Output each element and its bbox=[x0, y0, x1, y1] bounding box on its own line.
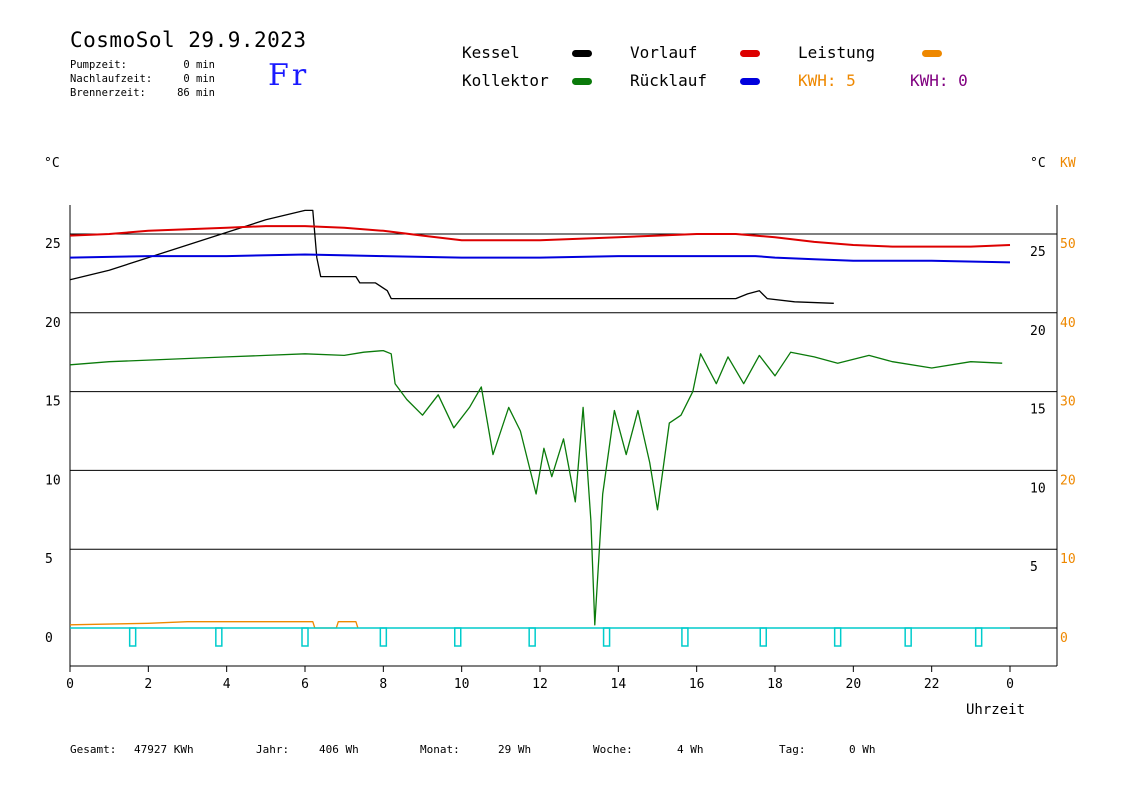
y-tick-label-left: 25 bbox=[45, 237, 61, 252]
footer-woche-label: Woche: bbox=[593, 743, 633, 756]
legend-ruecklauf-label: Rücklauf bbox=[630, 71, 708, 90]
stat-pumpzeit: Pumpzeit: 0 min bbox=[70, 58, 215, 72]
stat-brennerzeit: Brennerzeit: 86 min bbox=[70, 86, 215, 100]
legend-ruecklauf-swatch bbox=[740, 78, 760, 85]
x-tick-label: 0 bbox=[66, 677, 74, 692]
series-line-vorlauf bbox=[69, 225, 1011, 248]
pump-mark bbox=[215, 627, 223, 647]
y-tick-label-right-kw: 20 bbox=[1060, 473, 1076, 488]
pump-mark bbox=[833, 627, 842, 647]
footer-tag-label: Tag: bbox=[779, 743, 806, 756]
x-axis-label: Uhrzeit bbox=[966, 702, 1026, 718]
stat-label: Pumpzeit: bbox=[70, 59, 127, 71]
pump-mark bbox=[602, 627, 611, 647]
x-tick-label: 14 bbox=[611, 677, 627, 692]
legend-kwh-other: KWH: 0 bbox=[910, 71, 968, 90]
legend-kessel-label: Kessel bbox=[462, 43, 520, 62]
x-tick-label: 10 bbox=[454, 677, 470, 692]
y-tick-label-right-kw: 0 bbox=[1060, 631, 1068, 646]
y-tick-label-left: 20 bbox=[45, 316, 61, 331]
footer-woche-value: 4 Wh bbox=[677, 743, 704, 756]
stat-value: 0 min bbox=[183, 73, 215, 85]
legend-kwh-solar: KWH: 5 bbox=[798, 71, 856, 90]
legend-vorlauf-label: Vorlauf bbox=[630, 43, 698, 62]
stat-label: Nachlaufzeit: bbox=[70, 73, 153, 85]
pump-mark bbox=[528, 627, 536, 647]
y-tick-label-right-kw: 50 bbox=[1060, 237, 1076, 252]
runtime-stats: Pumpzeit: 0 min Nachlaufzeit: 0 min Bren… bbox=[70, 58, 215, 100]
legend-leistung-swatch bbox=[922, 50, 942, 57]
x-tick-label: 4 bbox=[223, 677, 231, 692]
footer-monat-label: Monat: bbox=[420, 743, 460, 756]
pump-mark bbox=[974, 627, 983, 647]
footer-tag-value: 0 Wh bbox=[849, 743, 876, 756]
legend-leistung-label: Leistung bbox=[798, 43, 876, 62]
x-tick-label: 22 bbox=[924, 677, 940, 692]
x-tick-label: 20 bbox=[846, 677, 862, 692]
y-tick-label-right-celsius: 5 bbox=[1030, 560, 1038, 575]
series-line-kollektor bbox=[69, 349, 1003, 626]
footer-gesamt-value: 47927 KWh bbox=[134, 743, 194, 756]
x-tick-label: 0 bbox=[1006, 677, 1014, 692]
series-line-ruecklauf bbox=[69, 253, 1011, 264]
footer-jahr-label: Jahr: bbox=[256, 743, 290, 756]
y-tick-label-left: 10 bbox=[45, 473, 61, 488]
weekday-label: Fr bbox=[268, 58, 310, 93]
x-tick-label: 2 bbox=[144, 677, 152, 692]
legend-vorlauf-swatch bbox=[740, 50, 760, 57]
footer-gesamt-label: Gesamt: bbox=[70, 743, 117, 756]
stat-value: 0 min bbox=[183, 59, 215, 71]
pump-mark bbox=[904, 627, 912, 647]
y-tick-label-right-kw: 40 bbox=[1060, 316, 1076, 331]
right-axis-unit-celsius: °C bbox=[1030, 156, 1046, 171]
stat-nachlaufzeit: Nachlaufzeit: 0 min bbox=[70, 72, 215, 86]
pump-mark bbox=[379, 627, 388, 647]
stat-label: Brennerzeit: bbox=[70, 87, 146, 99]
x-tick-label: 8 bbox=[379, 677, 387, 692]
series-line-leistung bbox=[69, 621, 359, 629]
page-title: CosmoSol 29.9.2023 bbox=[70, 28, 307, 52]
right-axis-unit-kw: KW bbox=[1060, 156, 1076, 171]
pump-mark bbox=[759, 627, 767, 647]
legend-kollektor-swatch bbox=[572, 78, 592, 85]
legend-kollektor-label: Kollektor bbox=[462, 71, 549, 90]
y-tick-label-right-kw: 30 bbox=[1060, 395, 1076, 410]
x-tick-label: 12 bbox=[532, 677, 548, 692]
left-axis-unit: °C bbox=[44, 156, 60, 171]
y-tick-label-right-celsius: 15 bbox=[1030, 403, 1046, 418]
series-line-kessel bbox=[69, 209, 834, 304]
y-tick-label-right-celsius: 25 bbox=[1030, 245, 1046, 260]
pump-mark bbox=[454, 627, 462, 647]
legend-kessel-swatch bbox=[572, 50, 592, 57]
x-tick-label: 18 bbox=[767, 677, 783, 692]
y-tick-label-left: 5 bbox=[45, 552, 53, 567]
stat-value: 86 min bbox=[177, 87, 215, 99]
y-tick-label-right-celsius: 10 bbox=[1030, 481, 1046, 496]
y-tick-label-left: 15 bbox=[45, 395, 61, 410]
pump-mark bbox=[128, 627, 137, 647]
pump-mark bbox=[301, 627, 309, 647]
y-tick-label-right-celsius: 20 bbox=[1030, 324, 1046, 339]
x-tick-label: 16 bbox=[689, 677, 705, 692]
y-tick-label-right-kw: 10 bbox=[1060, 552, 1076, 567]
footer-jahr-value: 406 Wh bbox=[319, 743, 359, 756]
footer-monat-value: 29 Wh bbox=[498, 743, 532, 756]
y-tick-label-left: 0 bbox=[45, 631, 53, 646]
x-tick-label: 6 bbox=[301, 677, 309, 692]
pump-mark bbox=[681, 627, 689, 647]
